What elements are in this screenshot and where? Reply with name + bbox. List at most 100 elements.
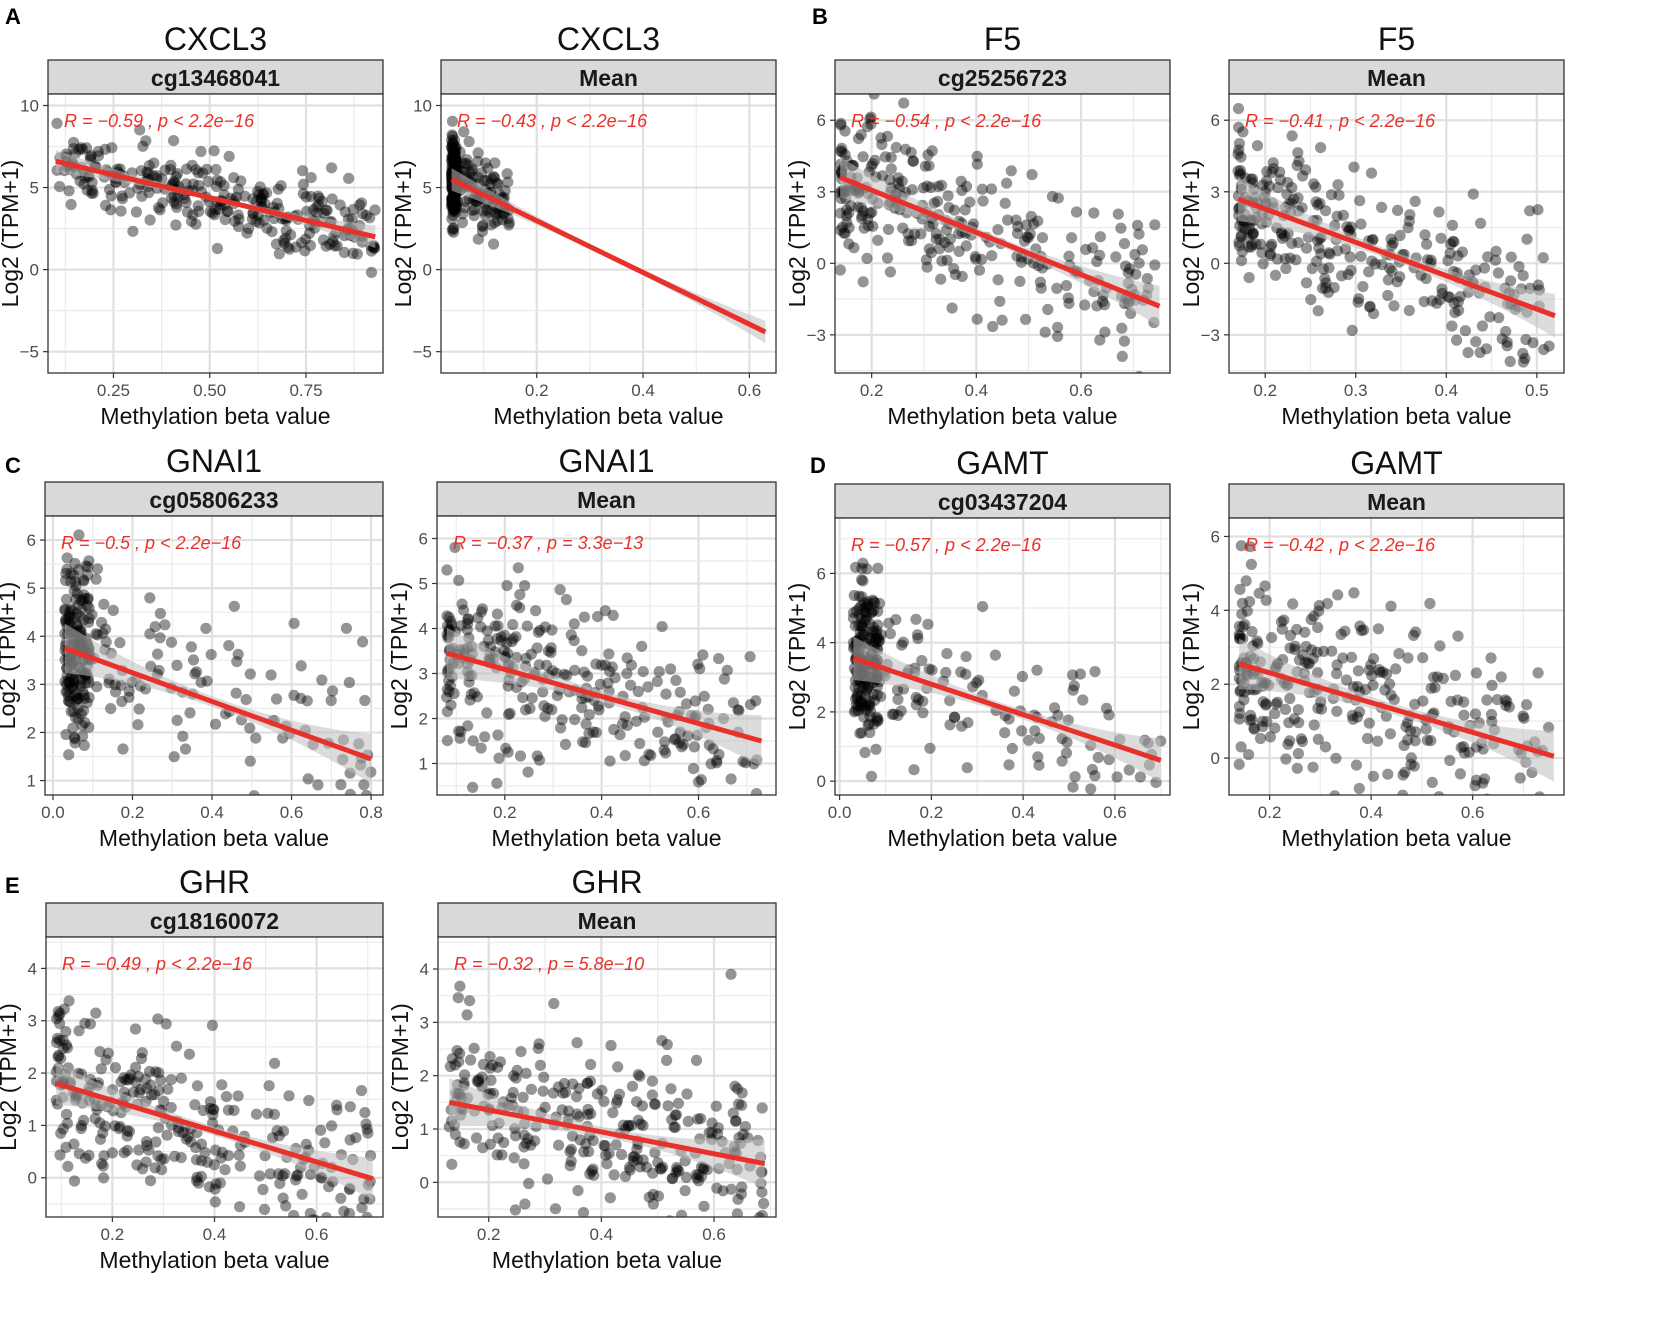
x-tick-label: 0.6 xyxy=(1461,803,1485,822)
data-point xyxy=(1133,257,1145,269)
strip-label: cg25256723 xyxy=(938,65,1067,91)
x-tick-label: 0.3 xyxy=(1344,381,1368,400)
data-point xyxy=(476,225,489,237)
y-tick-label: 1 xyxy=(420,1120,429,1139)
data-point xyxy=(578,666,590,678)
data-point xyxy=(476,1071,488,1083)
data-point xyxy=(443,686,455,698)
data-point xyxy=(1097,295,1109,308)
data-point xyxy=(551,690,564,702)
data-point xyxy=(739,1121,752,1133)
data-point xyxy=(187,178,199,190)
data-point xyxy=(223,150,235,162)
data-point xyxy=(165,636,178,648)
data-point xyxy=(1344,251,1356,263)
data-point xyxy=(475,621,487,633)
data-point xyxy=(695,1170,708,1183)
data-point xyxy=(558,1078,571,1090)
data-point xyxy=(257,188,269,200)
data-point xyxy=(841,217,853,229)
data-point xyxy=(587,1135,599,1147)
data-point xyxy=(1033,759,1045,771)
data-point xyxy=(1271,696,1283,708)
data-point xyxy=(661,1054,673,1066)
data-point xyxy=(192,167,204,179)
data-point xyxy=(1266,238,1278,250)
data-point xyxy=(861,121,873,133)
data-point xyxy=(1149,259,1161,271)
data-point xyxy=(1079,299,1091,311)
data-point xyxy=(928,197,940,209)
data-point xyxy=(578,1146,590,1158)
data-point xyxy=(446,129,458,141)
data-point xyxy=(1322,286,1334,298)
data-point xyxy=(1233,700,1246,713)
data-point xyxy=(587,1163,599,1175)
data-point xyxy=(448,194,460,206)
data-point xyxy=(1266,166,1278,178)
data-point xyxy=(496,1149,508,1161)
data-point xyxy=(211,181,223,193)
data-point xyxy=(1292,748,1304,760)
data-point xyxy=(446,199,458,211)
data-point xyxy=(872,713,884,725)
data-point xyxy=(134,124,146,136)
data-point xyxy=(210,1144,222,1156)
data-point xyxy=(531,750,543,762)
data-point xyxy=(86,609,98,621)
data-point xyxy=(670,1109,683,1121)
data-point xyxy=(77,143,89,155)
data-point xyxy=(448,155,460,167)
data-point xyxy=(681,1088,693,1100)
data-point xyxy=(488,238,500,250)
data-point xyxy=(446,154,458,166)
data-point xyxy=(1365,659,1377,671)
data-point xyxy=(72,713,84,725)
data-point xyxy=(502,176,514,188)
plot-frame xyxy=(436,515,777,796)
data-point xyxy=(1240,575,1252,587)
data-point xyxy=(848,242,860,254)
data-point xyxy=(165,159,177,171)
data-point xyxy=(631,1143,643,1155)
data-point xyxy=(1403,304,1415,317)
data-point xyxy=(1331,705,1343,717)
data-point xyxy=(1387,237,1399,249)
data-point xyxy=(359,694,371,707)
data-point xyxy=(1452,296,1464,308)
data-point xyxy=(526,692,538,704)
data-point xyxy=(331,240,343,252)
data-point xyxy=(1417,652,1429,664)
data-point xyxy=(531,642,543,654)
data-point xyxy=(668,1121,680,1133)
data-point xyxy=(862,598,874,611)
data-point xyxy=(871,681,884,693)
data-point xyxy=(994,295,1006,307)
data-point xyxy=(447,204,459,216)
data-point xyxy=(960,668,972,680)
data-point xyxy=(193,1177,205,1189)
x-tick-label: 0.8 xyxy=(359,803,383,822)
data-point xyxy=(1286,182,1298,194)
data-point xyxy=(315,1124,327,1136)
data-point xyxy=(143,186,155,199)
data-point xyxy=(447,223,459,235)
data-point xyxy=(451,158,463,170)
data-point xyxy=(467,735,479,747)
y-axis-label: Log2 (TPM+1) xyxy=(1178,160,1204,308)
data-point xyxy=(855,619,867,632)
data-point xyxy=(862,213,874,225)
data-point xyxy=(71,608,83,620)
data-point xyxy=(72,599,85,611)
data-point xyxy=(343,1207,355,1217)
data-point xyxy=(841,204,853,216)
data-point xyxy=(73,564,85,576)
data-point xyxy=(441,610,453,622)
data-point xyxy=(235,175,247,187)
data-point xyxy=(488,171,500,183)
data-point xyxy=(1284,692,1296,705)
data-point xyxy=(465,1054,477,1066)
data-point xyxy=(1363,266,1375,278)
data-point xyxy=(1393,648,1405,660)
